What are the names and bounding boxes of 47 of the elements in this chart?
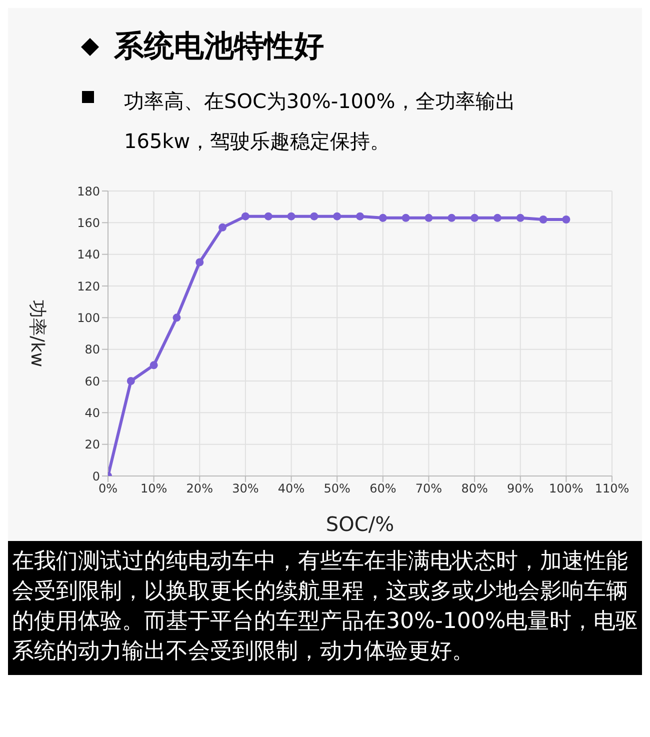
chart-subtitle: 功率高、在SOC为30%-100%，全功率输出165kw，驾驶乐趣稳定保持。 (124, 88, 516, 155)
x-tick-label: 70% (415, 482, 442, 496)
y-tick-label: 120 (77, 279, 100, 294)
point (539, 216, 548, 224)
y-tick-label: 60 (84, 374, 100, 388)
point (493, 214, 502, 222)
point (516, 214, 524, 222)
x-tick-label: 110% (594, 482, 630, 496)
point (448, 214, 456, 222)
y-tick-label: 20 (84, 438, 100, 452)
x-tick-label: 80% (461, 482, 488, 496)
x-tick-label: 100% (549, 482, 584, 496)
y-axis-title: 功率/kw (26, 300, 48, 368)
y-tick-label: 80 (84, 342, 100, 357)
point (424, 214, 433, 222)
point (126, 377, 135, 385)
x-tick-label: 40% (278, 482, 305, 496)
point (287, 212, 296, 220)
point (264, 212, 272, 220)
y-tick-label: 0 (92, 469, 100, 484)
point (378, 214, 387, 222)
point (562, 216, 570, 224)
point (172, 314, 181, 322)
x-axis-title: SOC/% (326, 512, 394, 536)
chart-title: 系统电池特性好 (114, 28, 324, 66)
y-tick-label: 40 (84, 406, 100, 420)
x-tick-label: 30% (232, 482, 259, 496)
point (196, 258, 204, 266)
y-tick-label: 180 (77, 184, 100, 198)
x-tick-label: 60% (370, 482, 396, 496)
x-tick-label: 20% (186, 482, 213, 496)
point (218, 223, 227, 232)
x-tick-label: 0% (98, 482, 118, 496)
y-tick-label: 140 (77, 248, 100, 262)
text: 在我们测试过的纯电动车中，有些车在非满电状态时，加速性能会受到限制，以换取更长的续航里程，这或多或少地会影响车辆的使用体验。而基于平台的车型产品在30%-100%电量时，电驱系统的动力输出不会受到限制，动力体验更好。 (12, 548, 638, 666)
point (356, 212, 364, 220)
x-tick-label: 50% (324, 482, 350, 496)
point (402, 214, 410, 222)
x-tick-label: 90% (507, 482, 534, 496)
point (470, 214, 479, 222)
y-tick-label: 160 (77, 216, 100, 230)
point (310, 212, 318, 220)
point (150, 361, 158, 370)
point (333, 212, 342, 220)
y-tick-label: 100 (77, 310, 100, 325)
point (241, 212, 250, 220)
x-tick-label: 10% (140, 482, 168, 496)
